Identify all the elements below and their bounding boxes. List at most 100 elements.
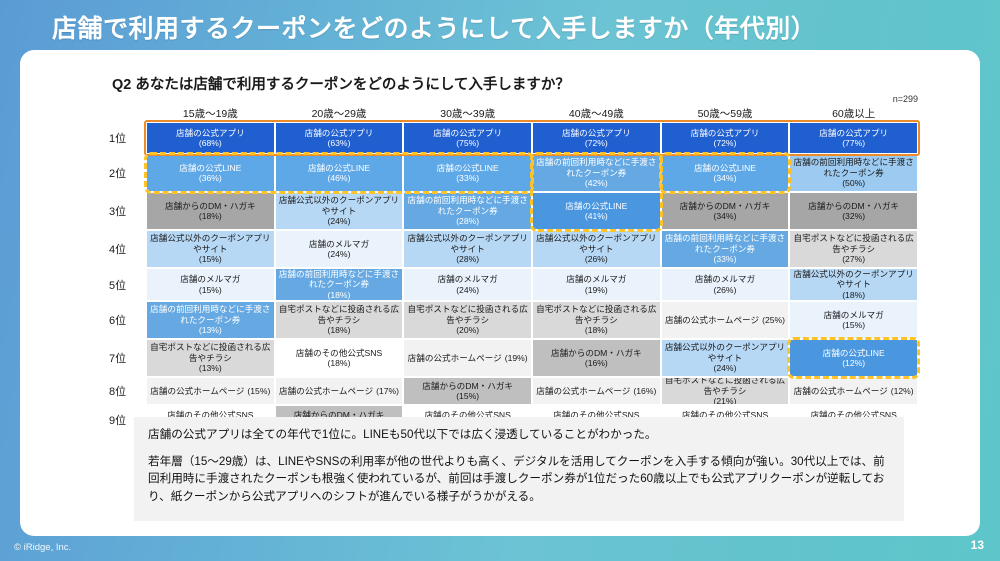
cell-label: 店舗公式以外のクーポンアプリやサイト (793, 268, 914, 290)
table-cell: 店舗の前回利用時などに手渡されたクーポン券 (18%) (274, 268, 404, 301)
table-column-headers: 15歳～19歳 20歳～29歳 30歳～39歳 40歳～49歳 50歳～59歳 … (108, 106, 918, 122)
table-cell: 店舗のメルマガ (24%) (274, 230, 404, 268)
table-cell: 店舗の公式アプリ (68%) (146, 122, 275, 154)
cell-percent: (15%) (247, 385, 271, 396)
cell-percent: (18%) (327, 289, 351, 300)
table-cell: 店舗の公式LINE (12%) (789, 339, 918, 377)
cell-label: 店舗の前回利用時などに手渡されたクーポン券 (536, 157, 657, 178)
cell-label: 店舗のメルマガ (823, 309, 884, 320)
table-cell: 店舗公式以外のクーポンアプリやサイト (24%) (660, 339, 790, 377)
table-cell: 店舗の公式ホームページ (19%) (403, 339, 532, 377)
cell-percent: (72%) (584, 138, 608, 148)
cell-percent: (68%) (198, 138, 222, 148)
cell-percent: (19%) (504, 352, 528, 363)
content-card: Q2 あなたは店舗で利用するクーポンをどのようにして入手しますか？ n=299 … (20, 50, 980, 536)
cell-percent: (33%) (456, 173, 480, 183)
cell-percent: (18%) (327, 325, 351, 336)
cell-label: 店舗のメルマガ (694, 274, 756, 285)
cell-label: 自宅ポストなどに投函される広告やチラシ (664, 377, 786, 396)
cell-percent: (12%) (842, 358, 866, 368)
table-cell: 店舗の公式アプリ (75%) (403, 122, 532, 154)
cell-label: 店舗公式以外のクーポンアプリやサイト (150, 233, 271, 254)
table-cell: 店舗のメルマガ (19%) (532, 268, 661, 301)
cell-percent: (20%) (456, 325, 480, 336)
table-cell: 店舗の前回利用時などに手渡されたクーポン券 (33%) (660, 230, 790, 268)
cell-percent: (32%) (842, 211, 866, 221)
cell-percent: (21%) (713, 396, 737, 405)
table-cell: 店舗公式以外のクーポンアプリやサイト (15%) (146, 230, 275, 268)
table-cell: 店舗の公式ホームページ (25%) (660, 301, 790, 339)
column-header-20-29: 20歳～29歳 (311, 108, 367, 120)
table-cell: 自宅ポストなどに投函される広告やチラシ (21%) (660, 377, 790, 405)
cell-percent: (24%) (327, 216, 351, 227)
cell-percent: (16%) (584, 358, 608, 368)
cell-percent: (28%) (456, 254, 480, 265)
cell-percent: (15%) (198, 254, 222, 265)
table-cell: 店舗の公式ホームページ (12%) (789, 377, 918, 405)
cell-label: 店舗の公式アプリ (561, 127, 631, 138)
table-cell: 自宅ポストなどに投函される広告やチラシ (18%) (532, 301, 661, 339)
table-cell: 店舗の前回利用時などに手渡されたクーポン券 (28%) (403, 192, 532, 230)
cell-label: 店舗の公式アプリ (175, 127, 245, 138)
cell-label: 店舗公式以外のクーポンアプリやサイト (407, 233, 528, 254)
cell-percent: (63%) (327, 138, 351, 148)
table-row: 4位 店舗公式以外のクーポンアプリやサイト (15%) 店舗のメルマガ (24%) 店舗公… (108, 230, 918, 268)
cell-label: 店舗の公式ホームページ (536, 385, 631, 396)
table-cell: 店舗のその他公式SNS (18%) (274, 339, 404, 377)
page-title: 店舗で利用するクーポンをどのようにして入手しますか（年代別） (52, 15, 817, 43)
table-cell: 店舗の公式ホームページ (15%) (146, 377, 275, 405)
cell-percent: (13%) (198, 363, 222, 374)
table-cell: 店舗からのDM・ハガキ (34%) (660, 192, 790, 230)
rank-label: 9位 (109, 415, 127, 427)
cell-percent: (27%) (842, 254, 866, 265)
cell-label: 店舗の公式LINE (565, 200, 628, 211)
cell-label: 店舗の公式LINE (179, 162, 242, 173)
cell-label: 店舗の公式ホームページ (793, 385, 888, 396)
column-header-15-19: 15歳～19歳 (182, 108, 238, 120)
table-row: 1位 店舗の公式アプリ (68%) 店舗の公式アプリ (63%) 店舗の公式アプリ (75%… (108, 122, 918, 154)
cell-label: 自宅ポストなどに投函される広告やチラシ (407, 304, 528, 325)
cell-label: 店舗の公式アプリ (433, 127, 503, 138)
rank-label: 1位 (109, 133, 127, 145)
cell-percent: (24%) (713, 363, 737, 374)
summary-note-line-1: 店舗の公式アプリは全ての年代で1位に。LINEも50代以下では広く浸透しているこ… (148, 428, 657, 441)
cell-label: 店舗の前回利用時などに手渡されたクーポン券 (793, 157, 914, 178)
table-cell: 店舗公式以外のクーポンアプリやサイト (28%) (403, 230, 532, 268)
cell-label: 店舗の公式LINE (822, 347, 885, 358)
table-cell: 自宅ポストなどに投函される広告やチラシ (18%) (274, 301, 404, 339)
ranking-table: 15歳～19歳 20歳～29歳 30歳～39歳 40歳～49歳 50歳～59歳 … (108, 106, 920, 435)
table-cell: 店舗の公式LINE (46%) (274, 154, 404, 192)
table-cell: 店舗のメルマガ (26%) (660, 268, 790, 301)
cell-percent: (28%) (456, 216, 480, 227)
cell-percent: (42%) (584, 178, 608, 189)
cell-label: 店舗の公式ホームページ (278, 385, 374, 396)
cell-percent: (15%) (456, 391, 480, 401)
cell-label: 店舗の公式LINE (436, 162, 499, 173)
cell-label: 店舗のその他公式SNS (295, 347, 383, 358)
cell-label: 店舗の前回利用時などに手渡されたクーポン券 (664, 233, 786, 254)
table-cell: 店舗の公式LINE (36%) (146, 154, 275, 192)
table-cell: 店舗の公式アプリ (77%) (789, 122, 918, 154)
table-cell: 店舗の公式LINE (41%) (532, 192, 661, 230)
cell-label: 店舗のメルマガ (308, 238, 370, 249)
cell-percent: (19%) (584, 284, 608, 295)
table-cell: 店舗のメルマガ (24%) (403, 268, 532, 301)
rank-label: 8位 (109, 386, 127, 398)
cell-label: 店舗の公式ホームページ (664, 314, 760, 325)
cell-percent: (26%) (584, 254, 608, 265)
table-row: 7位 自宅ポストなどに投函される広告やチラシ (13%) 店舗のその他公式SNS (18… (108, 339, 918, 377)
copyright-label: © iRidge, Inc. (14, 542, 72, 553)
column-header-50-59: 50歳～59歳 (697, 108, 753, 120)
cell-percent: (25%) (762, 314, 786, 325)
cell-percent: (33%) (713, 254, 737, 265)
cell-label: 自宅ポストなどに投函される広告やチラシ (150, 342, 271, 363)
table-cell: 店舗からのDM・ハガキ (16%) (532, 339, 661, 377)
cell-label: 自宅ポストなどに投函される広告やチラシ (793, 233, 914, 254)
cell-label: 店舗のメルマガ (180, 274, 241, 285)
table-cell: 店舗公式以外のクーポンアプリやサイト (18%) (789, 268, 918, 301)
cell-label: 店舗公式以外のクーポンアプリやサイト (536, 233, 657, 254)
table-row: 6位 店舗の前回利用時などに手渡されたクーポン券 (13%) 自宅ポストなどに投函され… (108, 301, 918, 339)
cell-label: 店舗の公式LINE (307, 162, 371, 173)
rank-label: 4位 (109, 244, 127, 256)
